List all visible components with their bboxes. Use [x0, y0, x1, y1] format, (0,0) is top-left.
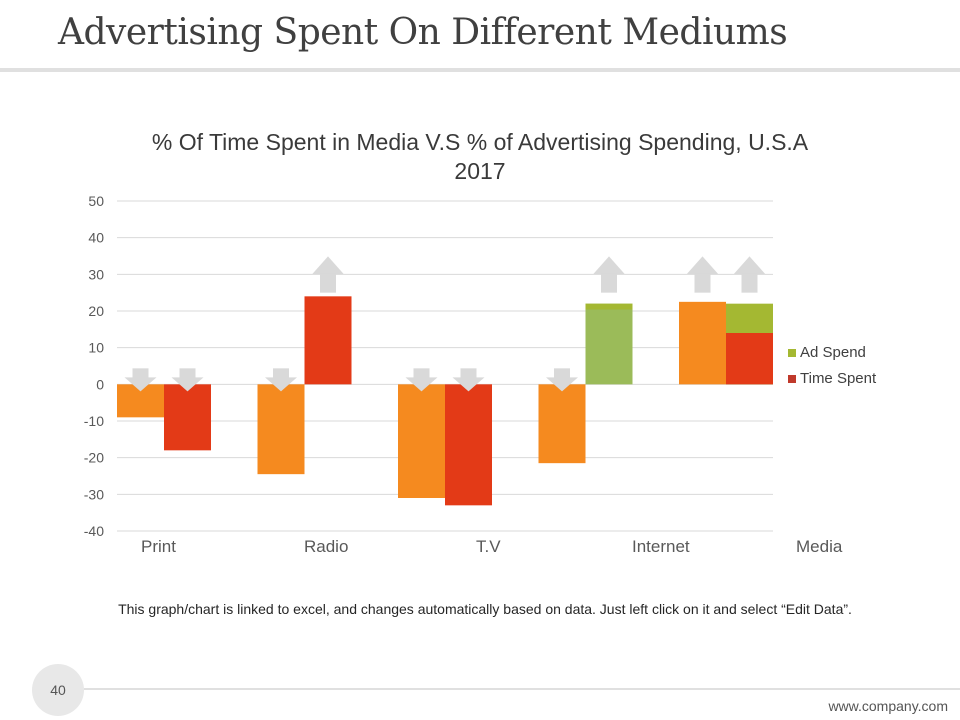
bar-time-spent: [585, 303, 633, 385]
y-tick-label: 0: [96, 376, 104, 392]
bar-time-spent: [164, 384, 211, 451]
down-arrow-icon: [265, 377, 297, 392]
x-tick-label: Internet: [632, 537, 690, 556]
y-tick-label: -10: [84, 413, 104, 429]
x-tick-label: Media: [796, 537, 843, 556]
down-arrow-icon: [460, 368, 477, 379]
y-tick-label: 30: [88, 266, 104, 282]
up-arrow-icon: [312, 256, 344, 275]
up-arrow-icon: [741, 273, 758, 293]
down-arrow-icon: [132, 368, 149, 379]
down-arrow-icon: [554, 368, 570, 379]
legend-label: Time Spent: [800, 370, 877, 387]
y-tick-label: 40: [88, 230, 104, 246]
bar-time-spent: [304, 296, 352, 385]
y-tick-label: -20: [84, 450, 104, 466]
legend-item-ad-spend: Ad Spend: [788, 344, 866, 361]
footer-divider: [84, 688, 960, 690]
title-divider: [0, 68, 960, 72]
y-tick-label: -30: [84, 486, 104, 502]
down-arrow-icon: [273, 368, 289, 379]
slide-title: Advertising Spent On Different Mediums: [58, 12, 788, 53]
y-tick-label: 20: [88, 303, 104, 319]
down-arrow-icon: [452, 377, 485, 392]
up-arrow-icon: [694, 273, 711, 293]
page-number-text: 40: [50, 682, 66, 698]
page-number: 40: [32, 664, 84, 716]
down-arrow-icon: [405, 377, 438, 392]
chart-note: This graph/chart is linked to excel, and…: [118, 601, 852, 617]
bar-time-spent: [726, 333, 773, 385]
y-tick-label: -40: [84, 523, 104, 539]
website-link[interactable]: www.company.com: [828, 698, 948, 714]
x-tick-label: T.V: [476, 537, 501, 556]
chart-title: % Of Time Spent in Media V.S % of Advert…: [151, 129, 809, 184]
up-arrow-icon: [733, 256, 766, 275]
down-arrow-icon: [413, 368, 430, 379]
down-arrow-icon: [171, 377, 204, 392]
legend-swatch: [788, 348, 796, 357]
bar-ad-spend: [538, 384, 586, 464]
down-arrow-icon: [546, 377, 578, 392]
legend-item-time-spent: Time Spent: [788, 370, 876, 387]
x-tick-label: Radio: [304, 537, 349, 556]
up-arrow-icon: [320, 273, 336, 293]
down-arrow-icon: [124, 377, 157, 392]
bar-ad-spend: [679, 301, 726, 385]
x-tick-label: Print: [141, 537, 176, 556]
bar-time-spent: [445, 384, 492, 506]
bar-ad-spend: [257, 384, 305, 475]
y-tick-label: 50: [88, 193, 104, 209]
bar-ad-spend: [398, 384, 445, 498]
legend-swatch: [788, 374, 796, 383]
bar-time-spent-cap: [585, 303, 633, 310]
up-arrow-icon: [601, 273, 617, 293]
y-tick-label: 10: [88, 340, 104, 356]
down-arrow-icon: [179, 368, 196, 379]
up-arrow-icon: [593, 256, 625, 275]
legend-label: Ad Spend: [800, 344, 866, 361]
up-arrow-icon: [686, 256, 719, 275]
